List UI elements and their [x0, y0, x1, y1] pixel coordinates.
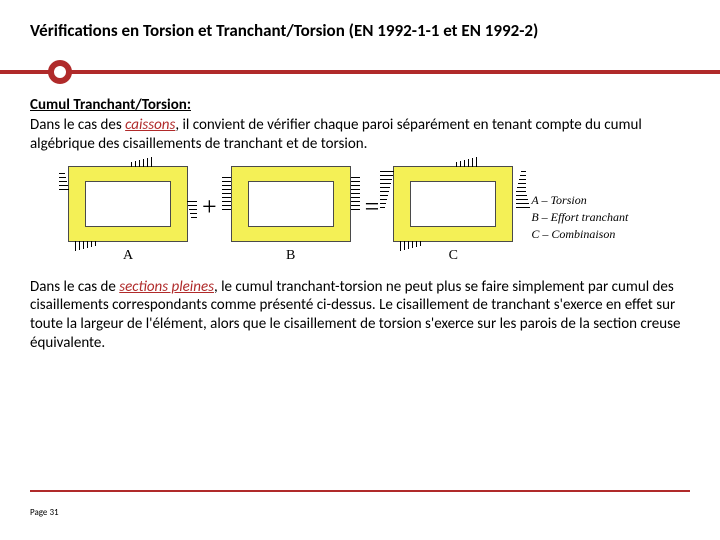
legend-c: C – Combinaison — [531, 226, 628, 243]
para2-emphasis: sections pleines — [119, 278, 214, 296]
page-number: Page 31 — [30, 507, 59, 518]
legend-a: A – Torsion — [531, 192, 628, 209]
para1-emphasis: caissons — [125, 116, 175, 134]
footer-divider — [30, 490, 690, 492]
paragraph-1: Dans le cas des caissons, il convient de… — [30, 116, 690, 154]
figure-label-b: B — [231, 248, 351, 264]
figure-box-c: C — [393, 166, 513, 264]
para2-part-a: Dans le cas de — [30, 278, 119, 296]
figure-box-b: B — [231, 166, 351, 264]
paragraph-2: Dans le cas de sections pleines, le cumu… — [30, 278, 690, 353]
figure-legend: A – Torsion B – Effort tranchant C – Com… — [531, 192, 628, 242]
decor-divider — [30, 60, 690, 84]
operator-equals: = — [363, 192, 382, 222]
page-title: Vérifications en Torsion et Tranchant/To… — [30, 20, 690, 42]
figure-row: A + B = — [68, 166, 690, 264]
figure-box-a: A — [68, 166, 188, 264]
operator-plus: + — [200, 192, 219, 222]
legend-b: B – Effort tranchant — [531, 209, 628, 226]
section-subhead: Cumul Tranchant/Torsion: — [30, 96, 690, 114]
para1-part-a: Dans le cas des — [30, 116, 125, 134]
